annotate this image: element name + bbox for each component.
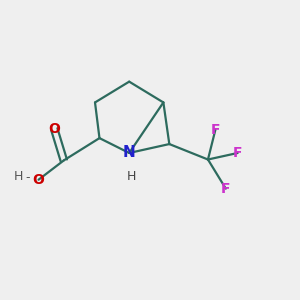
Text: H: H xyxy=(127,170,136,183)
Text: -: - xyxy=(25,171,29,184)
Text: N: N xyxy=(123,146,136,160)
Text: F: F xyxy=(233,146,242,160)
Text: F: F xyxy=(221,182,230,196)
Text: H: H xyxy=(14,170,23,183)
Text: O: O xyxy=(48,122,60,136)
Text: F: F xyxy=(211,123,220,137)
Text: O: O xyxy=(33,173,44,187)
